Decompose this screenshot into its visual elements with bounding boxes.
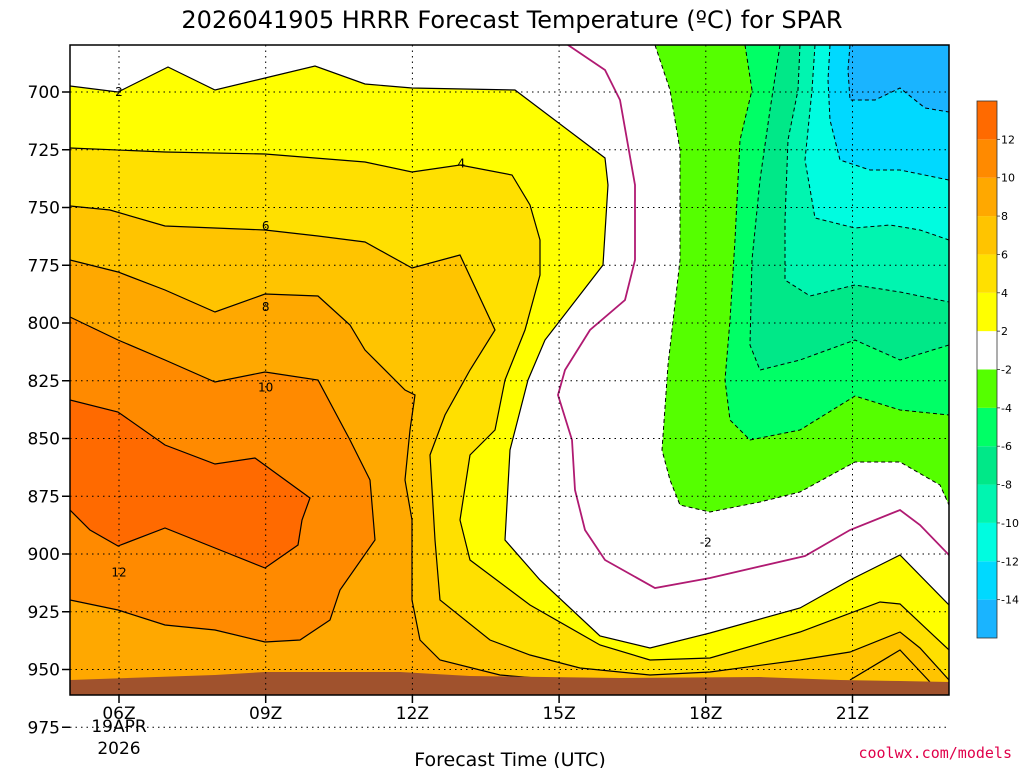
date-label-day: 19APR (91, 717, 147, 737)
colorbar-segment (977, 561, 997, 600)
temperature-fill (70, 45, 949, 695)
colorbar-label: -8 (1001, 479, 1012, 492)
x-tick-label: 15Z (542, 704, 575, 724)
colorbar: 12 10 8 6 4 2 -2 -4 -6 -8 -10 -12 -14 (976, 100, 1019, 639)
y-tick-label: 825 (28, 372, 60, 392)
colorbar-segment (977, 599, 997, 638)
x-tick-label: 09Z (249, 704, 282, 724)
contour-label: 4 (457, 157, 465, 171)
band-minus14-to-minus16 (848, 45, 949, 112)
contour-minus4 (724, 45, 949, 441)
colorbar-label: -6 (1001, 440, 1012, 453)
contour-labels: 2 4 6 8 10 12 -2 (111, 85, 712, 579)
contour-12 (70, 399, 311, 569)
contour-minus10 (804, 45, 949, 241)
contour-minus14 (847, 45, 949, 113)
contour-label: -2 (700, 535, 712, 549)
colorbar-segment (977, 292, 997, 332)
colorbar-segment (977, 177, 997, 217)
colorbar-label: -12 (1001, 555, 1019, 568)
contour-label: 10 (258, 381, 273, 395)
y-tick-label: 700 (28, 83, 60, 103)
colorbar-segment (977, 522, 997, 562)
x-tick-label: 06Z (102, 704, 135, 724)
y-tick-label: 975 (28, 718, 60, 738)
x-tick-label: 12Z (396, 704, 429, 724)
credit-text: coolwx.com/models (858, 744, 1012, 762)
colorbar-segment (977, 369, 997, 408)
colorbar-label: 12 (1001, 133, 1015, 146)
colorbar-segment (977, 407, 997, 447)
contour-2 (70, 65, 949, 649)
colorbar-label: -14 (1001, 594, 1019, 607)
y-tick-label: 775 (28, 256, 60, 276)
plot-frame (69, 44, 950, 696)
contour-6 (70, 205, 949, 681)
colorbar-segment (977, 446, 997, 485)
y-axis: 700 725 750 775 800 825 850 875 900 925 950 975 (28, 83, 70, 738)
y-tick-label: 925 (28, 603, 60, 623)
y-tick-label: 875 (28, 487, 60, 507)
y-tick-label: 725 (28, 141, 60, 161)
y-tick-label: 850 (28, 430, 60, 450)
colorbar-label: -2 (1001, 364, 1012, 377)
x-tick-label: 18Z (689, 704, 722, 724)
colorbar-segment (977, 331, 997, 370)
chart-title: 2026041905 HRRR Forecast Temperature (ºC… (181, 6, 842, 34)
y-tick-label: 800 (28, 314, 60, 334)
colorbar-label: 2 (1001, 325, 1008, 338)
ground-surface (70, 672, 949, 695)
colorbar-segment (977, 139, 997, 178)
x-axis: 06Z 09Z 12Z 15Z 18Z 21Z (102, 695, 869, 724)
contour-minus2 (654, 45, 949, 513)
contour-10 (70, 316, 376, 643)
contour-8 (70, 259, 621, 683)
date-label-year: 2026 (97, 739, 140, 759)
colorbar-label: -4 (1001, 402, 1012, 415)
colorbar-label: -10 (1001, 517, 1019, 530)
contour-label: 6 (262, 219, 270, 233)
colorbar-segment (977, 101, 997, 140)
colorbar-segment (977, 254, 997, 293)
colorbar-segment (977, 484, 997, 523)
contour-zero (557, 45, 949, 589)
contour-minus6 (749, 45, 949, 371)
band-over-12 (70, 400, 310, 568)
contour-12-right (849, 649, 931, 683)
grid-lines (70, 45, 949, 728)
colorbar-label: 8 (1001, 210, 1008, 223)
x-tick-label: 21Z (836, 704, 869, 724)
contour-4 (70, 147, 949, 661)
y-tick-label: 900 (28, 545, 60, 565)
x-axis-title: Forecast Time (UTC) (414, 749, 605, 768)
contour-label: 8 (262, 300, 270, 314)
colorbar-segment (977, 216, 997, 255)
contour-label: 12 (111, 565, 126, 579)
y-tick-label: 750 (28, 199, 60, 219)
contour-label: 2 (115, 85, 123, 99)
colorbar-label: 6 (1001, 248, 1008, 261)
colorbar-label: 10 (1001, 172, 1015, 185)
contour-minus12 (827, 45, 949, 181)
y-tick-label: 950 (28, 661, 60, 681)
colorbar-label: 4 (1001, 287, 1008, 300)
